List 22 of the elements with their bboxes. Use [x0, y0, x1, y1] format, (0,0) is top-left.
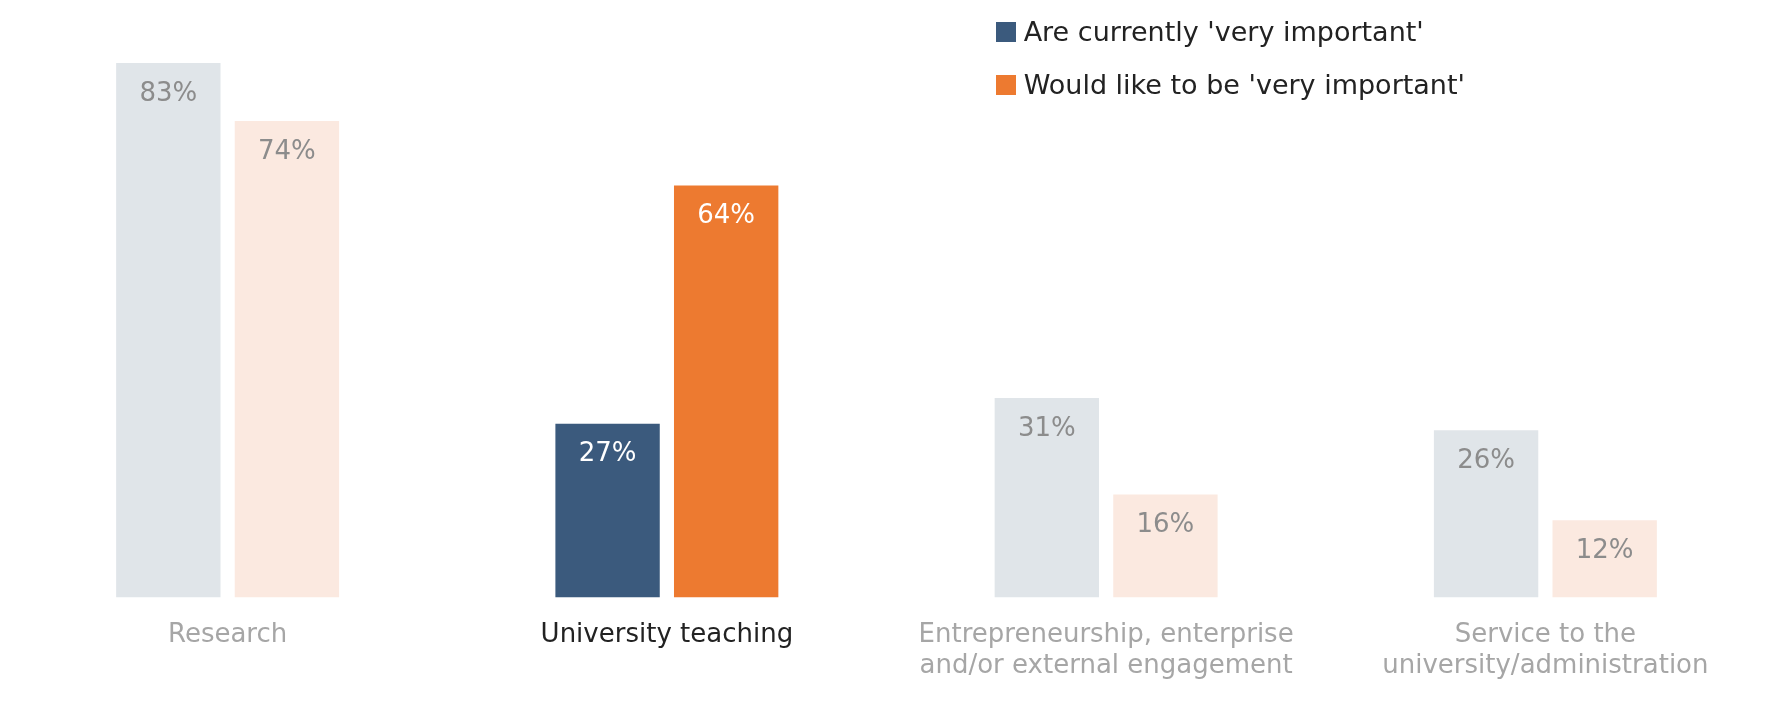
bar — [116, 63, 221, 598]
data-label: 27% — [578, 437, 637, 468]
data-label: 64% — [697, 199, 756, 230]
legend-label: Would like to be 'very important' — [1023, 69, 1465, 100]
bar — [673, 185, 779, 598]
data-label: 12% — [1575, 534, 1634, 565]
data-label: 83% — [139, 76, 198, 107]
bar — [1552, 520, 1657, 598]
bar — [994, 397, 1100, 598]
data-label: 16% — [1136, 508, 1195, 539]
x-tick-label: Service to the university/administration — [1382, 617, 1709, 680]
legend-label: Are currently 'very important' — [1023, 16, 1424, 47]
data-label: 74% — [258, 134, 316, 165]
bar — [555, 423, 660, 598]
bar — [234, 121, 340, 598]
x-tick-label: Research — [167, 617, 288, 648]
data-label: 31% — [1017, 411, 1076, 442]
x-tick-label: University teaching — [540, 617, 794, 648]
data-label: 26% — [1457, 443, 1515, 474]
x-tick-label: Entrepreneurship, enterprise and/or external engagement — [918, 617, 1294, 680]
bar — [1433, 430, 1539, 598]
bar — [1113, 494, 1218, 598]
